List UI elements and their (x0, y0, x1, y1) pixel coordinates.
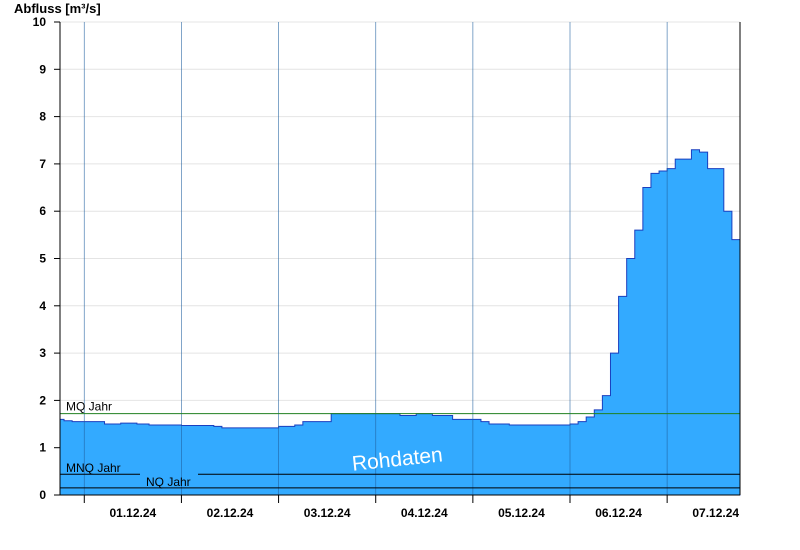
reference-lines: MQ Jahr MNQ Jahr NQ Jahr (60, 400, 740, 489)
x-tick-labels: 01.12.24 02.12.24 03.12.24 04.12.24 05.12.24… (109, 506, 739, 520)
y-tick-label: 2 (39, 393, 46, 407)
x-tick-label: 04.12.24 (401, 506, 448, 520)
x-tick-label: 03.12.24 (304, 506, 351, 520)
axes (54, 21, 741, 503)
x-tick-label: 01.12.24 (109, 506, 156, 520)
y-tick-label: 9 (39, 62, 46, 76)
day-separator-lines (83, 22, 668, 495)
y-tick-label: 5 (39, 252, 46, 266)
y-tick-label: 4 (39, 299, 46, 313)
y-tick-label: 8 (39, 110, 46, 124)
x-tick-label: 05.12.24 (498, 506, 545, 520)
y-tick-label: 0 (39, 488, 46, 502)
y-tick-label: 3 (39, 346, 46, 360)
y-tick-label: 7 (39, 157, 46, 171)
nq-label: NQ Jahr (146, 475, 191, 489)
mnq-label: MNQ Jahr (66, 461, 121, 475)
y-tick-label: 10 (33, 15, 47, 29)
mq-label: MQ Jahr (66, 400, 112, 414)
x-tick-label: 06.12.24 (595, 506, 642, 520)
y-tick-label: 1 (39, 441, 46, 455)
x-tick-label: 02.12.24 (207, 506, 254, 520)
discharge-area (59, 149, 741, 496)
x-tick-label: 07.12.24 (692, 506, 739, 520)
grid-lines (60, 21, 740, 449)
y-tick-labels: 0 1 2 3 4 5 6 7 8 9 10 (33, 15, 47, 502)
y-axis-label: Abfluss [m³/s] (14, 1, 101, 16)
y-tick-label: 6 (39, 204, 46, 218)
